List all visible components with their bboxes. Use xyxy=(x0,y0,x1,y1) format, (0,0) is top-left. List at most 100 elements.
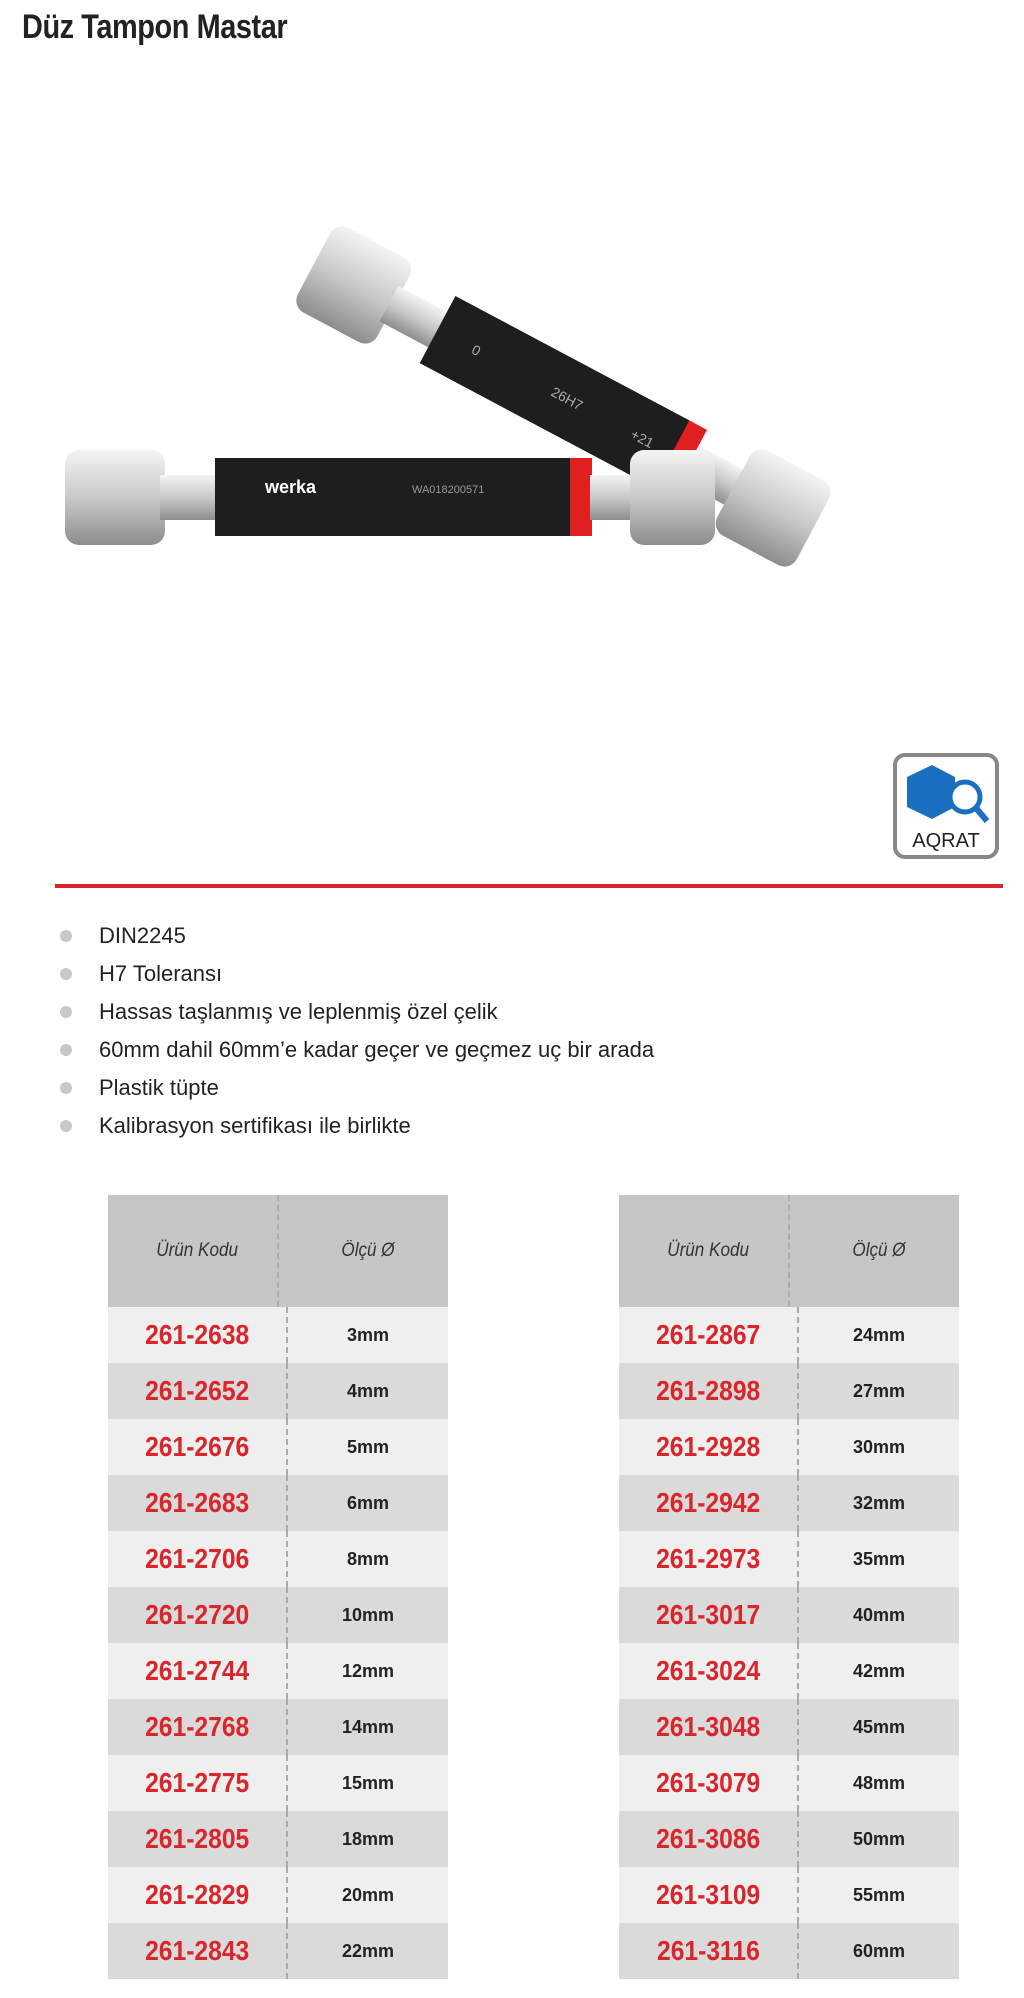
bullet-icon xyxy=(60,1006,72,1018)
table-row: 261-2775 15mm xyxy=(108,1755,448,1811)
product-code: 261-3048 xyxy=(655,1711,761,1742)
product-code: 261-3079 xyxy=(655,1767,761,1798)
product-code: 261-3086 xyxy=(655,1823,761,1854)
product-code: 261-2638 xyxy=(144,1319,250,1350)
product-size: 42mm xyxy=(852,1660,906,1681)
product-code: 261-2768 xyxy=(144,1711,250,1742)
table-row: 261-2867 24mm xyxy=(619,1307,959,1363)
table-header: Ürün Kodu Ölçü Ø xyxy=(619,1195,959,1307)
table-row: 261-2843 22mm xyxy=(108,1923,448,1979)
feature-text: H7 Toleransı xyxy=(99,961,223,986)
feature-item: Kalibrasyon sertifikası ile birlikte xyxy=(60,1107,654,1145)
table-row: 261-2973 35mm xyxy=(619,1531,959,1587)
bullet-icon xyxy=(60,930,72,942)
table-row: 261-2768 14mm xyxy=(108,1699,448,1755)
feature-text: Plastik tüpte xyxy=(99,1075,219,1100)
product-table-right: Ürün Kodu Ölçü Ø 261-2867 24mm 261-2898 27mm 2… xyxy=(619,1195,959,1979)
feature-text: Kalibrasyon sertifikası ile birlikte xyxy=(99,1113,411,1138)
feature-text: DIN2245 xyxy=(99,923,186,948)
product-code: 261-2720 xyxy=(144,1599,250,1630)
table-row: 261-3017 40mm xyxy=(619,1587,959,1643)
product-code: 261-3116 xyxy=(656,1935,760,1966)
header-size: Ölçü Ø xyxy=(852,1240,906,1261)
table-row: 261-3086 50mm xyxy=(619,1811,959,1867)
product-size: 20mm xyxy=(341,1884,395,1905)
cube-magnifier-icon xyxy=(907,765,990,823)
product-table-left: Ürün Kodu Ölçü Ø 261-2638 3mm 261-2652 4mm 261… xyxy=(108,1195,448,1979)
product-size: 27mm xyxy=(852,1380,906,1401)
product-size: 40mm xyxy=(852,1604,906,1625)
product-code: 261-3024 xyxy=(655,1655,761,1686)
product-size: 35mm xyxy=(852,1548,906,1569)
product-code: 261-3109 xyxy=(655,1879,761,1910)
product-size: 55mm xyxy=(852,1884,906,1905)
divider xyxy=(55,884,1003,888)
feature-item: Hassas taşlanmış ve leplenmiş özel çelik xyxy=(60,993,654,1031)
product-code: 261-2676 xyxy=(144,1431,250,1462)
badge-label: AQRAT xyxy=(912,830,980,852)
header-code: Ürün Kodu xyxy=(667,1240,749,1261)
product-size: 8mm xyxy=(346,1548,390,1569)
table-row: 261-3024 42mm xyxy=(619,1643,959,1699)
header-size: Ölçü Ø xyxy=(341,1240,395,1261)
table-row: 261-2898 27mm xyxy=(619,1363,959,1419)
product-size: 22mm xyxy=(341,1940,395,1961)
product-size: 30mm xyxy=(852,1436,906,1457)
table-row: 261-2683 6mm xyxy=(108,1475,448,1531)
product-code: 261-2898 xyxy=(655,1375,761,1406)
product-code: 261-2928 xyxy=(655,1431,761,1462)
feature-text: 60mm dahil 60mm’e kadar geçer ve geçmez … xyxy=(99,1037,655,1062)
table-row: 261-3109 55mm xyxy=(619,1867,959,1923)
table-row: 261-3079 48mm xyxy=(619,1755,959,1811)
table-row: 261-3116 60mm xyxy=(619,1923,959,1979)
product-code: 261-2973 xyxy=(655,1543,761,1574)
product-size: 48mm xyxy=(852,1772,906,1793)
svg-text:werka: werka xyxy=(264,477,317,497)
feature-text: Hassas taşlanmış ve leplenmiş özel çelik xyxy=(99,999,498,1024)
svg-text:WA018200571: WA018200571 xyxy=(412,484,484,496)
table-row: 261-2942 32mm xyxy=(619,1475,959,1531)
product-size: 32mm xyxy=(852,1492,906,1513)
table-row: 261-2928 30mm xyxy=(619,1419,959,1475)
product-size: 15mm xyxy=(341,1772,395,1793)
product-code: 261-2805 xyxy=(144,1823,250,1854)
table-row: 261-2638 3mm xyxy=(108,1307,448,1363)
product-code: 261-2829 xyxy=(144,1879,250,1910)
table-row: 261-2652 4mm xyxy=(108,1363,448,1419)
page-title: Düz Tampon Mastar xyxy=(22,8,288,46)
product-image: 0 26H7 +21 werka WA018200571 xyxy=(65,226,831,567)
table-row: 261-2676 5mm xyxy=(108,1419,448,1475)
product-size: 6mm xyxy=(346,1492,390,1513)
table-header: Ürün Kodu Ölçü Ø xyxy=(108,1195,448,1307)
table-row: 261-3048 45mm xyxy=(619,1699,959,1755)
bullet-icon xyxy=(60,1082,72,1094)
bullet-icon xyxy=(60,968,72,980)
bullet-icon xyxy=(60,1044,72,1056)
product-code: 261-2942 xyxy=(655,1487,761,1518)
product-size: 4mm xyxy=(346,1380,390,1401)
product-size: 3mm xyxy=(346,1324,390,1345)
feature-item: 60mm dahil 60mm’e kadar geçer ve geçmez … xyxy=(60,1031,654,1069)
product-size: 18mm xyxy=(341,1828,395,1849)
product-code: 261-2867 xyxy=(655,1319,761,1350)
aqrat-badge: AQRAT xyxy=(893,753,999,859)
product-size: 24mm xyxy=(852,1324,906,1345)
table-row: 261-2829 20mm xyxy=(108,1867,448,1923)
product-code: 261-2706 xyxy=(144,1543,250,1574)
product-size: 45mm xyxy=(852,1716,906,1737)
product-size: 14mm xyxy=(341,1716,395,1737)
table-row: 261-2720 10mm xyxy=(108,1587,448,1643)
table-row: 261-2744 12mm xyxy=(108,1643,448,1699)
product-code: 261-3017 xyxy=(655,1599,761,1630)
header-code: Ürün Kodu xyxy=(156,1240,238,1261)
table-row: 261-2706 8mm xyxy=(108,1531,448,1587)
product-code: 261-2683 xyxy=(144,1487,250,1518)
product-code: 261-2652 xyxy=(144,1375,250,1406)
product-size: 5mm xyxy=(346,1436,390,1457)
bullet-icon xyxy=(60,1120,72,1132)
product-size: 60mm xyxy=(852,1940,906,1961)
feature-item: H7 Toleransı xyxy=(60,955,654,993)
product-size: 50mm xyxy=(852,1828,906,1849)
feature-item: DIN2245 xyxy=(60,917,654,955)
feature-list: DIN2245 H7 Toleransı Hassas taşlanmış ve l… xyxy=(60,917,654,1145)
